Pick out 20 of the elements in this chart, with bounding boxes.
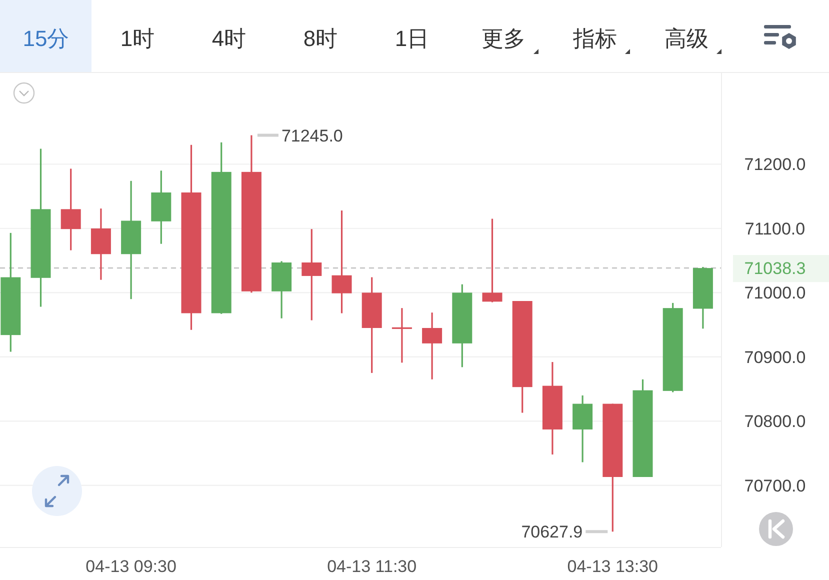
y-tick-label: 71100.0 [744, 219, 806, 238]
text: 15分 [22, 26, 70, 51]
x-tick-label: 04-13 13:30 [567, 557, 658, 576]
text: 指标 [572, 26, 617, 51]
y-tick-label: 71000.0 [744, 284, 806, 303]
text: 1日 [394, 26, 430, 51]
y-tick-label: 70700.0 [744, 476, 806, 496]
ref-line-label: 71038.3 [744, 259, 806, 278]
y-tick-label: 70800.0 [744, 412, 806, 432]
x-tick-label: 04-13 11:30 [327, 557, 417, 576]
annotation: 70627.9 [521, 522, 583, 542]
text: 1时 [120, 26, 155, 51]
annotation: 71245.0 [281, 126, 343, 146]
text: 高级 [664, 26, 708, 51]
text: 4时 [212, 26, 246, 51]
y-tick-label: 70900.0 [744, 348, 806, 367]
y-tick-label: 71200.0 [744, 155, 806, 174]
text: 8时 [303, 26, 338, 51]
text: 更多 [482, 26, 526, 51]
x-tick-label: 04-13 09:30 [86, 557, 176, 576]
